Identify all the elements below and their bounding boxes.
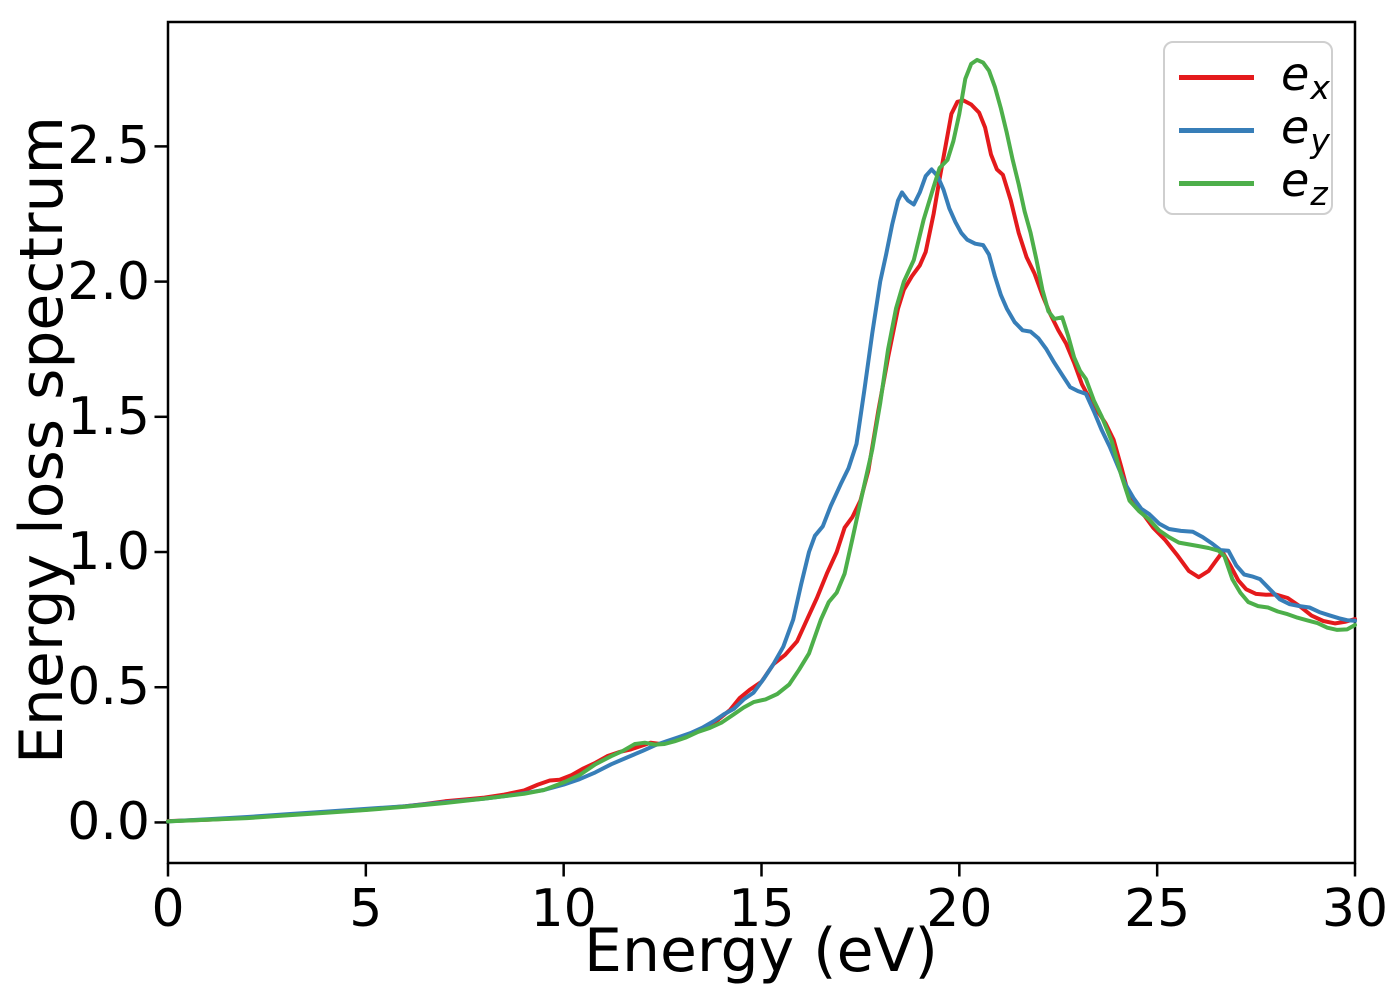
x-tick-label: 20 <box>926 879 993 939</box>
y-tick-label: 2.0 <box>67 251 150 312</box>
y-tick-label: 1.0 <box>67 522 150 583</box>
x-axis-label: Energy (eV) <box>584 916 938 986</box>
x-tick-label: 30 <box>1321 879 1389 939</box>
legend-label-e_z: ez <box>1281 153 1328 213</box>
y-tick-label: 2.5 <box>67 116 150 177</box>
legend-line-e_z <box>1179 181 1254 186</box>
y-tick-label: 0.0 <box>67 792 150 853</box>
curves <box>166 57 1357 824</box>
y-tick-label: 1.5 <box>67 386 150 447</box>
legend-item-e_x: ex <box>1165 51 1331 104</box>
x-tick-label: 15 <box>728 879 795 939</box>
legend: ex ey ez <box>1163 41 1333 215</box>
curve-e_x <box>166 98 1357 824</box>
y-axis-label: Energy loss spectrum <box>7 115 77 765</box>
curve-e_y <box>166 167 1357 824</box>
legend-item-e_y: ey <box>1165 104 1331 157</box>
x-tick-label: 10 <box>530 879 597 939</box>
curve-e_z <box>166 57 1357 824</box>
legend-line-e_x <box>1179 75 1254 80</box>
legend-line-e_y <box>1179 128 1254 133</box>
y-tick-label: 0.5 <box>67 657 150 718</box>
x-tick-label: 0 <box>151 879 185 939</box>
legend-label-e_y: ey <box>1281 100 1330 160</box>
legend-item-e_z: ez <box>1165 157 1331 210</box>
tick-marks <box>154 145 1357 877</box>
x-tick-label: 25 <box>1124 879 1191 939</box>
x-tick-label: 5 <box>349 879 383 939</box>
legend-label-e_x: ex <box>1281 47 1330 107</box>
